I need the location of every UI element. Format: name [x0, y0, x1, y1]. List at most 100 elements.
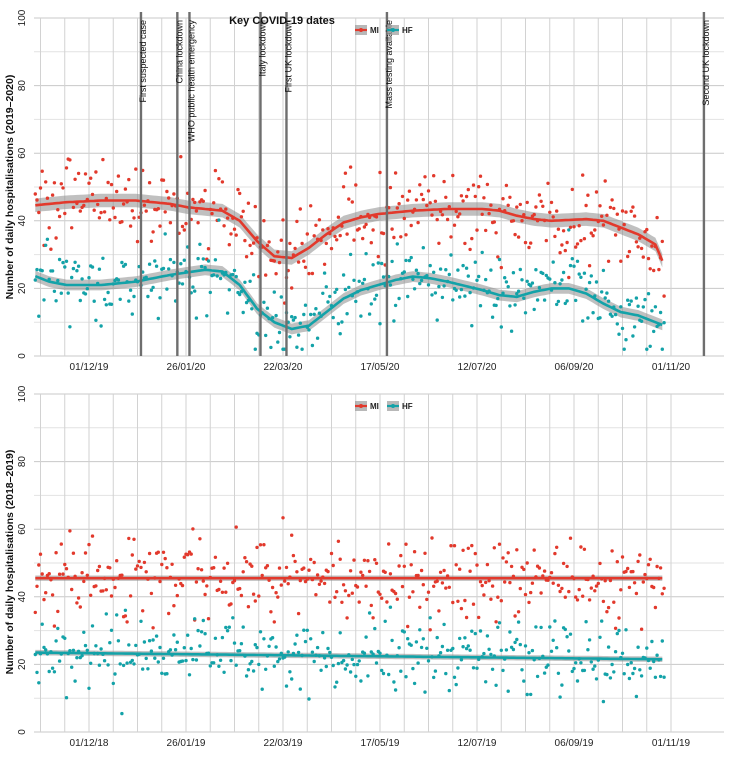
data-point-hf: [653, 305, 658, 309]
data-point-mi: [419, 568, 424, 573]
data-point-hf: [575, 679, 580, 683]
data-point-hf: [71, 266, 76, 271]
data-point-mi: [234, 525, 238, 529]
data-point-mi: [631, 205, 635, 209]
data-point-hf: [470, 629, 474, 633]
data-point-mi: [404, 233, 408, 237]
legend-label: HF: [402, 402, 413, 411]
data-point-mi: [549, 200, 554, 205]
data-point-hf: [570, 669, 574, 674]
data-point-mi: [321, 228, 325, 232]
data-point-hf: [322, 271, 327, 275]
data-point-hf: [591, 311, 595, 315]
data-point-hf: [288, 670, 292, 674]
data-point-mi: [539, 591, 543, 595]
data-point-hf: [652, 659, 656, 664]
data-point-hf: [490, 315, 495, 319]
data-point-hf: [605, 291, 609, 295]
data-point-mi: [243, 556, 247, 560]
data-point-mi: [243, 238, 247, 243]
data-point-hf: [331, 663, 335, 668]
data-point-hf: [581, 319, 585, 323]
data-point-mi: [461, 199, 465, 203]
data-point-hf: [627, 302, 632, 307]
data-point-hf: [535, 674, 540, 679]
data-point-mi: [128, 594, 133, 598]
legend-dot: [391, 404, 395, 408]
data-point-mi: [83, 172, 88, 176]
data-point-mi: [390, 227, 394, 231]
data-point-hf: [551, 638, 555, 642]
data-point-hf: [44, 648, 48, 652]
data-point-hf: [203, 632, 207, 636]
data-point-hf: [458, 636, 462, 641]
data-point-hf: [56, 278, 60, 283]
data-point-hf: [260, 687, 264, 691]
data-point-mi: [343, 171, 348, 175]
data-point-hf: [374, 661, 379, 665]
data-point-hf: [643, 297, 647, 302]
data-point-mi: [499, 599, 503, 603]
data-point-mi: [371, 228, 375, 232]
data-point-mi: [520, 219, 524, 223]
data-point-hf: [120, 711, 124, 716]
data-point-mi: [302, 566, 306, 570]
data-point-mi: [270, 585, 275, 590]
data-point-hf: [600, 290, 604, 294]
data-point-hf: [482, 651, 486, 656]
data-point-hf: [217, 664, 221, 668]
data-point-mi: [281, 516, 285, 520]
data-point-hf: [274, 645, 278, 649]
data-point-mi: [295, 570, 299, 574]
data-point-mi: [89, 176, 93, 180]
data-point-mi: [399, 235, 403, 239]
data-point-mi: [113, 215, 117, 220]
data-point-mi: [395, 206, 399, 210]
data-point-hf: [378, 322, 382, 326]
y-tick-label: 40: [17, 591, 28, 603]
data-point-mi: [222, 566, 226, 570]
data-point-hf: [184, 658, 188, 663]
data-point-hf: [248, 279, 252, 283]
data-point-hf: [438, 651, 443, 655]
data-point-mi: [513, 232, 517, 237]
data-point-hf: [246, 668, 251, 672]
data-point-mi: [646, 256, 651, 261]
data-point-mi: [442, 179, 446, 184]
data-point-mi: [312, 234, 316, 238]
data-point-mi: [186, 553, 190, 557]
grid-lines: [34, 393, 724, 733]
data-point-hf: [587, 638, 592, 642]
data-point-mi: [338, 557, 342, 561]
data-point-mi: [168, 221, 173, 225]
data-point-mi: [324, 241, 328, 246]
data-point-mi: [71, 205, 76, 210]
data-point-hf: [250, 307, 254, 311]
data-point-mi: [70, 587, 74, 592]
data-point-mi: [477, 615, 481, 620]
data-point-hf: [662, 321, 666, 325]
data-point-hf: [82, 630, 86, 634]
data-point-hf: [418, 281, 422, 286]
data-point-hf: [68, 649, 72, 653]
data-point-hf: [130, 658, 134, 663]
data-point-mi: [64, 166, 69, 170]
data-point-mi: [586, 193, 590, 197]
data-point-mi: [619, 259, 623, 263]
data-point-hf: [404, 675, 408, 679]
data-point-mi: [579, 238, 583, 243]
data-point-mi: [272, 620, 276, 624]
data-point-hf: [520, 668, 524, 672]
data-point-mi: [437, 609, 441, 613]
data-point-mi: [56, 609, 60, 614]
data-point-hf: [435, 318, 439, 322]
data-point-mi: [68, 158, 72, 162]
data-point-mi: [565, 564, 569, 569]
data-point-hf: [641, 305, 645, 309]
data-point-hf: [238, 292, 242, 297]
data-point-mi: [445, 217, 450, 222]
x-tick-label: 12/07/19: [458, 738, 497, 749]
data-point-hf: [485, 634, 490, 638]
data-point-hf: [459, 287, 464, 292]
data-point-hf: [516, 620, 521, 624]
